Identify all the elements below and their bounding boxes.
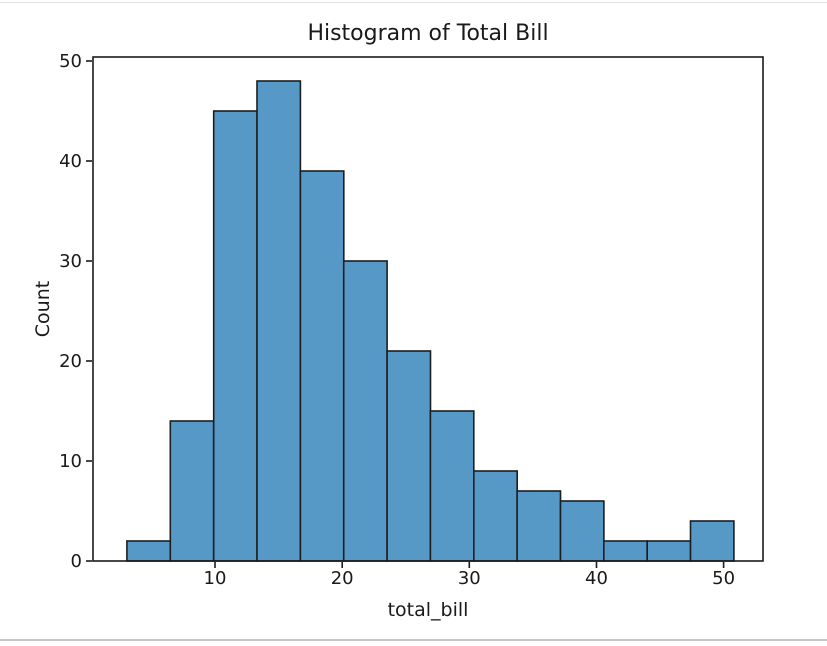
cell-divider-top: [0, 2, 827, 3]
histogram-bar: [602, 540, 648, 562]
x-axis-label: total_bill: [387, 599, 469, 621]
x-tick-label: 20: [331, 568, 354, 589]
histogram-bar: [516, 490, 562, 562]
y-tick-label: 40: [59, 151, 82, 172]
histogram-bar: [689, 520, 735, 562]
plot-frame: [92, 56, 764, 562]
chart-title: Histogram of Total Bill: [307, 21, 549, 46]
histogram-bar: [299, 170, 345, 562]
histogram-bar: [126, 540, 172, 562]
histogram-bar: [386, 350, 432, 562]
histogram-bar: [169, 420, 215, 562]
y-tick-label: 30: [59, 251, 82, 272]
histogram-bar: [212, 110, 258, 562]
histogram-bar: [342, 260, 388, 562]
y-tick-label: 10: [59, 451, 82, 472]
x-tick-label: 40: [585, 568, 608, 589]
y-tick-label: 20: [59, 351, 82, 372]
histogram-bar: [429, 410, 475, 562]
y-tick-label: 0: [71, 551, 82, 572]
histogram-bar: [472, 470, 518, 562]
histogram-bar: [559, 500, 605, 562]
x-tick-label: 50: [712, 568, 735, 589]
cell-divider-bottom: [0, 639, 827, 641]
histogram-bar: [256, 80, 302, 562]
x-tick-label: 30: [458, 568, 481, 589]
histogram-bar: [646, 540, 692, 562]
x-tick-label: 10: [204, 568, 227, 589]
y-tick-label: 50: [59, 51, 82, 72]
y-axis-label: Count: [32, 280, 54, 338]
